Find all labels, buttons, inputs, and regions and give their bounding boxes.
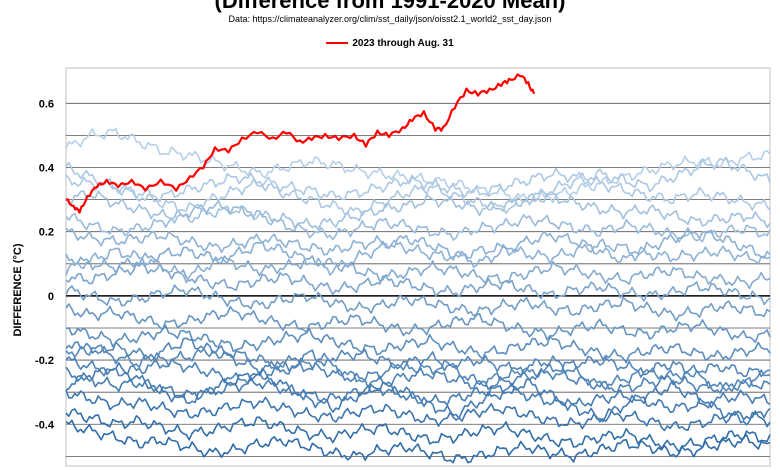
y-tick-label: 0.4: [39, 163, 55, 175]
y-tick-label: -0.2: [35, 355, 54, 367]
y-tick-label: 0.2: [39, 227, 54, 239]
series-line: [65, 227, 771, 265]
series-line: [65, 419, 771, 464]
y-tick-label: 0: [48, 291, 54, 303]
chart-title: (Difference from 1991-2020 Mean): [214, 0, 566, 13]
series-line: [65, 408, 771, 453]
y-tick-label: 0.6: [39, 98, 54, 110]
series-line: [65, 127, 771, 206]
series-line: [65, 356, 771, 394]
legend-label: 2023 through Aug. 31: [352, 38, 454, 49]
series-line: [65, 227, 771, 284]
series-line: [65, 324, 771, 364]
legend-swatch: [326, 42, 349, 45]
legend: 2023 through Aug. 31: [0, 38, 780, 49]
series-line: [65, 361, 771, 426]
series-2023-line: [65, 73, 536, 214]
series-line: [65, 262, 771, 306]
series-line: [65, 303, 771, 344]
series-line: [65, 389, 771, 432]
plot-frame: [65, 67, 771, 467]
series-line: [65, 190, 771, 231]
series-line: [65, 167, 771, 211]
series-line: [65, 337, 771, 393]
y-tick-label: -0.4: [35, 419, 55, 431]
series-line: [65, 284, 771, 322]
series-line: [65, 366, 771, 414]
series-line: [65, 200, 771, 243]
chart-subtitle: Data: https://climateanalyzer.org/clim/s…: [228, 14, 552, 24]
series-line: [65, 246, 771, 290]
series-line: [65, 157, 771, 217]
